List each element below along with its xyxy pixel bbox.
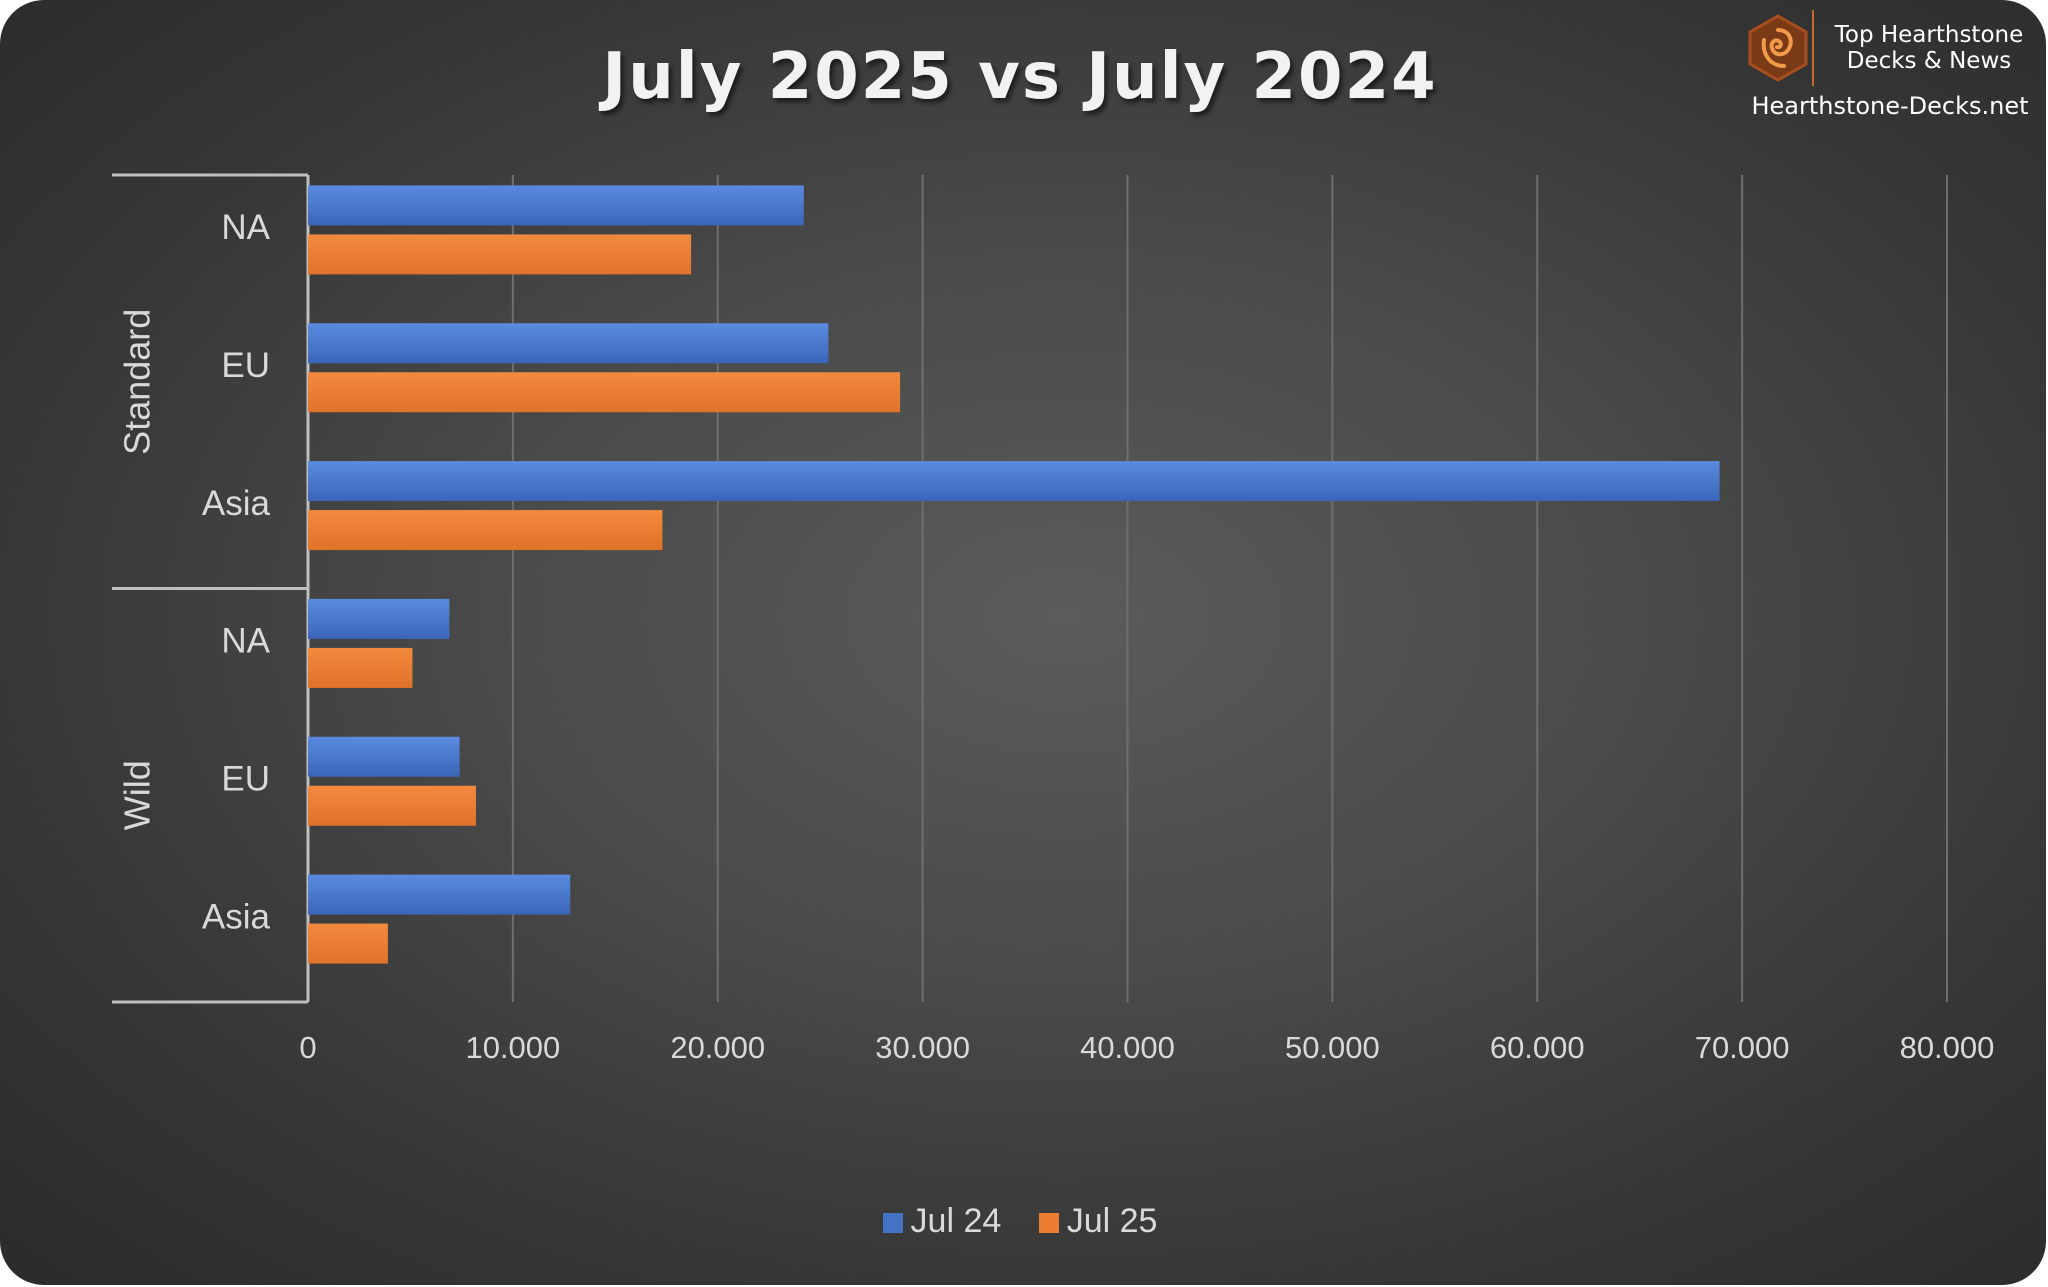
chart-legend: Jul 24 Jul 25	[0, 1200, 2040, 1241]
x-tick-label: 40.000	[1080, 1030, 1175, 1065]
logo-tagline-line1: Top Hearthstone	[1834, 22, 2024, 48]
chart-title: July 2025 vs July 2024	[602, 40, 1438, 114]
bar-jul24-wild-na	[308, 598, 450, 639]
bar-jul24-standard-eu	[308, 323, 829, 364]
bar-jul25-standard-asia	[308, 510, 663, 551]
x-tick-label: 80.000	[1900, 1030, 1995, 1065]
bar-jul24-standard-na	[308, 185, 804, 226]
logo-divider	[1812, 10, 1814, 86]
site-logo[interactable]: Top Hearthstone Decks & News Hearthstone…	[1744, 6, 2034, 120]
bar-jul25-wild-na	[308, 647, 413, 688]
legend-item-jul25[interactable]: Jul 25	[1038, 1201, 1158, 1241]
x-tick-label: 30.000	[875, 1030, 970, 1065]
hearthstone-logo-icon	[1748, 14, 1808, 82]
legend-label-jul24: Jul 24	[910, 1201, 1002, 1240]
category-label: NA	[221, 208, 270, 247]
x-tick-label: 20.000	[670, 1030, 765, 1065]
x-tick-label: 60.000	[1490, 1030, 1585, 1065]
category-label: Asia	[202, 484, 271, 523]
bar-jul24-standard-asia	[308, 461, 1720, 502]
bar-jul25-standard-eu	[308, 372, 901, 413]
x-tick-label: 70.000	[1695, 1030, 1790, 1065]
bar-jul25-wild-asia	[308, 923, 388, 964]
group-label-standard: Standard	[117, 309, 158, 455]
x-tick-label: 10.000	[465, 1030, 560, 1065]
category-label: Asia	[202, 897, 271, 936]
legend-swatch-jul24	[882, 1212, 903, 1233]
bar-jul25-standard-na	[308, 234, 692, 275]
group-label-wild: Wild	[117, 760, 158, 830]
category-label: EU	[221, 346, 270, 385]
bar-jul25-wild-eu	[308, 785, 476, 826]
category-label: NA	[221, 622, 270, 661]
legend-label-jul25: Jul 25	[1066, 1201, 1158, 1240]
bar-jul24-wild-asia	[308, 874, 571, 915]
category-label: EU	[221, 760, 270, 799]
x-tick-label: 50.000	[1285, 1030, 1380, 1065]
logo-site-url[interactable]: Hearthstone-Decks.net	[1751, 92, 2029, 120]
logo-tagline-line2: Decks & News	[1846, 48, 2012, 74]
legend-swatch-jul25	[1038, 1212, 1059, 1233]
legend-item-jul24[interactable]: Jul 24	[882, 1201, 1002, 1241]
bar-jul24-wild-eu	[308, 736, 460, 777]
x-tick-label: 0	[299, 1030, 316, 1065]
